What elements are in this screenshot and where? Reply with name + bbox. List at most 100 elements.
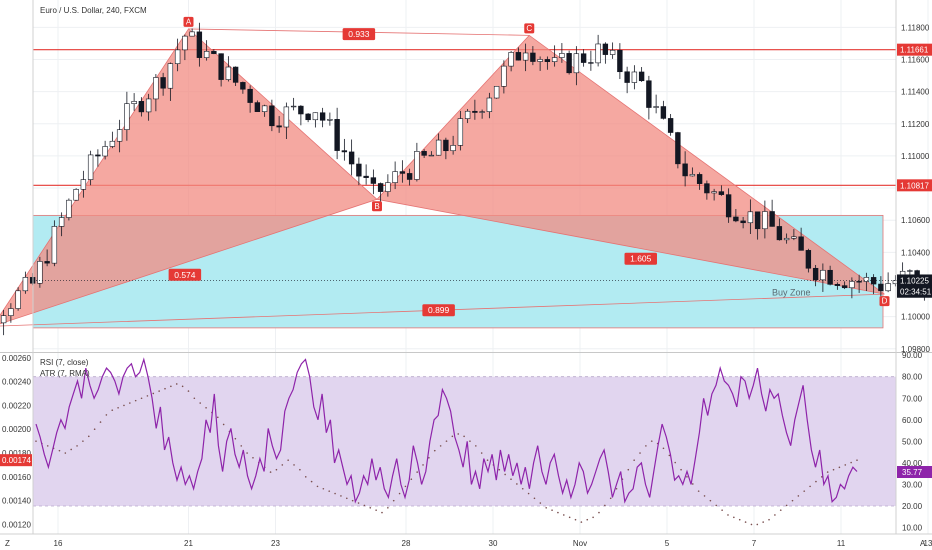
- atr-dot: [527, 492, 530, 495]
- point-badge: [524, 23, 535, 34]
- atr-dot: [844, 464, 847, 466]
- candle-body: [116, 129, 123, 142]
- candle-body: [515, 52, 522, 61]
- candle-body: [160, 77, 166, 89]
- atr-dot: [762, 521, 764, 523]
- rsi-path: [35, 357, 858, 504]
- candle-body: [827, 269, 833, 285]
- rsi-axis-tick: 70.00: [902, 394, 923, 403]
- candle-body: [747, 211, 754, 224]
- atr-dot: [381, 511, 383, 514]
- atr-dot: [785, 504, 788, 507]
- atr-dot: [510, 478, 512, 481]
- candle-body: [124, 103, 130, 130]
- candle-body: [472, 110, 478, 113]
- ratio-label: 0.933: [348, 29, 370, 39]
- atr-dot: [686, 476, 688, 478]
- candle-body: [479, 111, 485, 113]
- candle-body: [776, 226, 783, 241]
- candle-body: [566, 53, 572, 74]
- candle-body: [464, 110, 471, 119]
- atr-dot: [498, 468, 501, 471]
- atr-dot: [703, 495, 706, 497]
- corner-label-left[interactable]: Z: [5, 539, 10, 548]
- candle-body: [624, 71, 630, 83]
- atr-dot: [299, 468, 301, 471]
- atr-axis-tick: 0.00180: [2, 449, 31, 458]
- main-price-panel[interactable]: XABCDXABCD0.9330.5741.6050.8991.2530.355…: [0, 0, 932, 352]
- corner-label-right[interactable]: A: [920, 539, 926, 548]
- atr-legend: ATR (7, RMA): [40, 369, 90, 378]
- atr-dot: [175, 383, 178, 385]
- rsi-atr-panel[interactable]: RSI (7, close) ATR (7, RMA): [33, 353, 932, 534]
- atr-dot: [586, 518, 589, 521]
- atr-dot: [580, 521, 583, 523]
- atr-dot: [222, 423, 225, 426]
- price-tag-bg: [897, 285, 932, 298]
- candle-body: [305, 113, 311, 121]
- atr-dot: [117, 406, 119, 409]
- candle-body: [878, 283, 884, 292]
- candle-body: [0, 315, 7, 324]
- atr-dot: [633, 459, 635, 461]
- candle-body: [522, 52, 529, 61]
- atr-dot: [181, 385, 184, 388]
- atr-dot: [70, 448, 72, 451]
- candle-body: [269, 105, 275, 127]
- candle-body: [203, 51, 210, 58]
- price-tag-label: 1.10225: [900, 276, 929, 285]
- atr-dot: [87, 435, 90, 438]
- atr-dot: [310, 480, 313, 483]
- candle-body: [138, 101, 145, 113]
- atr-dot: [838, 466, 841, 469]
- atr-dot: [668, 454, 671, 457]
- candlestick-series: [0, 22, 932, 336]
- candle-body: [421, 151, 427, 156]
- atr-dot: [105, 414, 108, 416]
- price-axis-tick: 1.11200: [901, 120, 930, 129]
- atr-dot: [140, 397, 143, 400]
- atr-dot: [779, 509, 782, 511]
- atr-dot: [35, 440, 37, 442]
- atr-dot: [93, 428, 96, 431]
- atr-dot: [170, 385, 172, 388]
- price-tag-bg: [897, 43, 932, 56]
- atr-dot: [334, 492, 336, 495]
- atr-dot: [826, 471, 829, 473]
- candle-body: [189, 31, 195, 37]
- price-tag-bg: [897, 274, 932, 287]
- atr-dot: [480, 452, 483, 454]
- ratio-badge: [168, 268, 202, 281]
- x-axis-tick: 30: [489, 539, 498, 548]
- candle-body: [341, 150, 348, 153]
- price-axis-tick: 1.10400: [901, 248, 930, 257]
- atr-dot: [111, 409, 114, 411]
- candle-body: [704, 183, 710, 194]
- atr-dot: [410, 478, 413, 481]
- candle-body: [145, 98, 152, 113]
- atr-dot: [252, 456, 254, 459]
- atr-dot: [287, 459, 289, 461]
- candle-body: [711, 191, 717, 194]
- atr-dot: [387, 507, 389, 509]
- atr-dot: [733, 516, 735, 519]
- rsi-axis-tick: 90.00: [902, 351, 923, 360]
- atr-dot: [199, 402, 201, 404]
- candle-body: [80, 179, 87, 190]
- candle-body: [370, 177, 377, 184]
- candle-body: [385, 182, 391, 192]
- atr-dot: [504, 473, 506, 476]
- atr-dot: [445, 440, 448, 442]
- atr-dot: [357, 502, 360, 504]
- candle-body: [450, 145, 456, 152]
- point-badge: [183, 16, 194, 27]
- candle-body: [261, 105, 268, 112]
- candle-body: [8, 308, 14, 316]
- candle-body: [73, 189, 79, 201]
- candle-body: [225, 66, 232, 80]
- candle-body: [428, 154, 435, 157]
- price-axis-tick: 1.11400: [901, 88, 930, 97]
- atr-dot: [240, 445, 243, 447]
- atr-axis-tick: 0.00200: [2, 425, 31, 434]
- candle-body: [276, 125, 282, 128]
